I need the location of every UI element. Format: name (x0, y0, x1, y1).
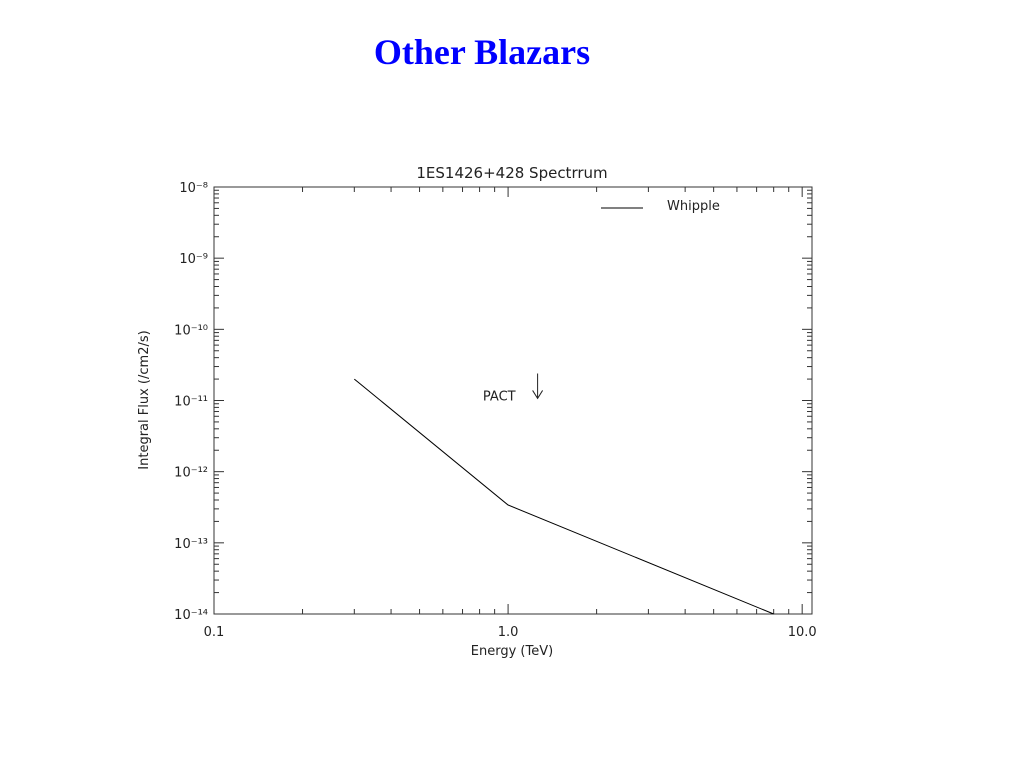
y-axis-label: Integral Flux (/cm2/s) (137, 330, 152, 469)
x-axis-label: Energy (TeV) (471, 644, 553, 659)
y-tick-label: 10⁻¹³ (174, 537, 208, 552)
x-tick-label: 1.0 (498, 625, 519, 640)
slide-title: Other Blazars (374, 32, 590, 72)
x-tick-label: 0.1 (204, 625, 225, 640)
y-tick-label: 10⁻¹² (174, 466, 208, 481)
upper-limit-arrow (532, 373, 544, 400)
data-line (353, 378, 774, 615)
y-tick-label: 10⁻¹¹ (174, 395, 208, 410)
legend-label: Whipple (667, 199, 720, 214)
y-tick-label: 10⁻¹⁴ (174, 608, 208, 623)
annotation-label: PACT (483, 389, 516, 404)
y-tick-label: 10⁻⁸ (179, 181, 208, 196)
chart-title: 1ES1426+428 Spectrrum (416, 164, 607, 182)
y-tick-label: 10⁻¹⁰ (174, 323, 208, 338)
y-tick-label: 10⁻⁹ (179, 252, 208, 267)
x-tick-label: 10.0 (788, 625, 817, 640)
